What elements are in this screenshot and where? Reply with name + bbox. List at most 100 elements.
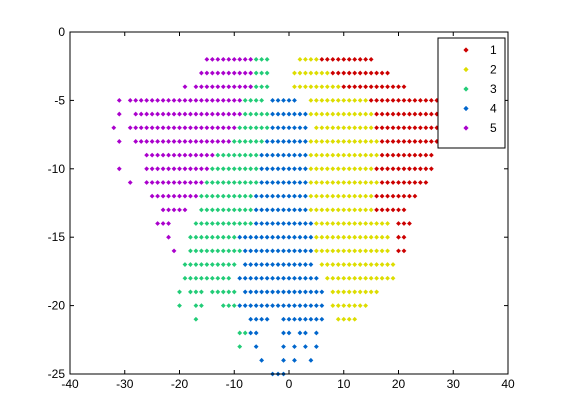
data-point [133, 139, 138, 144]
data-point [292, 166, 297, 171]
data-point [352, 84, 357, 89]
data-point [248, 221, 253, 226]
data-point [210, 71, 215, 76]
data-point [325, 57, 330, 62]
data-point [429, 153, 434, 158]
data-point [199, 84, 204, 89]
data-point [221, 98, 226, 103]
data-point [194, 290, 199, 295]
data-point [325, 71, 330, 76]
data-point [314, 98, 319, 103]
data-point [363, 139, 368, 144]
data-point [292, 344, 297, 349]
data-point [303, 207, 308, 212]
data-point [177, 139, 182, 144]
data-point [352, 125, 357, 130]
data-point [221, 139, 226, 144]
data-point [287, 125, 292, 130]
y-tick-label: -15 [48, 230, 66, 244]
data-point [210, 180, 215, 185]
data-point [270, 166, 275, 171]
data-point [341, 57, 346, 62]
data-point [336, 248, 341, 253]
data-point [161, 180, 166, 185]
data-point [347, 194, 352, 199]
data-point [259, 262, 264, 267]
data-point [183, 153, 188, 158]
data-point [259, 194, 264, 199]
data-point [270, 207, 275, 212]
data-point [215, 84, 220, 89]
data-point [369, 221, 374, 226]
data-point [243, 194, 248, 199]
data-point [413, 153, 418, 158]
data-point [374, 98, 379, 103]
data-point [237, 180, 242, 185]
data-point [259, 180, 264, 185]
data-point [347, 98, 352, 103]
y-tick-label: -25 [48, 367, 66, 381]
data-point [221, 303, 226, 308]
data-point [204, 84, 209, 89]
data-point [248, 57, 253, 62]
data-point [363, 235, 368, 240]
data-point [276, 207, 281, 212]
data-point [336, 98, 341, 103]
data-point [248, 84, 253, 89]
data-point [413, 112, 418, 117]
data-point [429, 166, 434, 171]
data-point [248, 207, 253, 212]
data-point [248, 112, 253, 117]
data-point [133, 125, 138, 130]
data-point [391, 262, 396, 267]
data-point [199, 153, 204, 158]
data-point [243, 125, 248, 130]
data-point [385, 98, 390, 103]
data-point [325, 98, 330, 103]
data-point [325, 276, 330, 281]
data-point [259, 276, 264, 281]
data-point [276, 303, 281, 308]
data-point [243, 84, 248, 89]
data-point [204, 166, 209, 171]
data-point [199, 98, 204, 103]
data-point [172, 248, 177, 253]
data-point [215, 139, 220, 144]
data-point [155, 166, 160, 171]
data-point [172, 98, 177, 103]
data-point [243, 153, 248, 158]
data-point [259, 84, 264, 89]
data-point [385, 276, 390, 281]
data-point [215, 57, 220, 62]
data-point [161, 221, 166, 226]
data-point [303, 139, 308, 144]
data-point [347, 303, 352, 308]
legend-label: 1 [490, 43, 497, 57]
data-point [194, 84, 199, 89]
data-point [226, 166, 231, 171]
data-point [380, 125, 385, 130]
data-point [336, 71, 341, 76]
data-point [325, 112, 330, 117]
data-point [385, 166, 390, 171]
data-point [254, 153, 259, 158]
data-point [292, 71, 297, 76]
data-point [210, 262, 215, 267]
data-point [270, 194, 275, 199]
data-point [325, 207, 330, 212]
data-point [380, 235, 385, 240]
data-point [204, 180, 209, 185]
data-point [210, 235, 215, 240]
data-point [215, 98, 220, 103]
data-point [303, 166, 308, 171]
data-point [413, 166, 418, 171]
data-point [298, 71, 303, 76]
data-point [385, 194, 390, 199]
data-point [303, 331, 308, 336]
data-point [183, 166, 188, 171]
data-point [265, 153, 270, 158]
data-point [265, 112, 270, 117]
data-point [341, 166, 346, 171]
data-point [276, 290, 281, 295]
data-point [281, 290, 286, 295]
